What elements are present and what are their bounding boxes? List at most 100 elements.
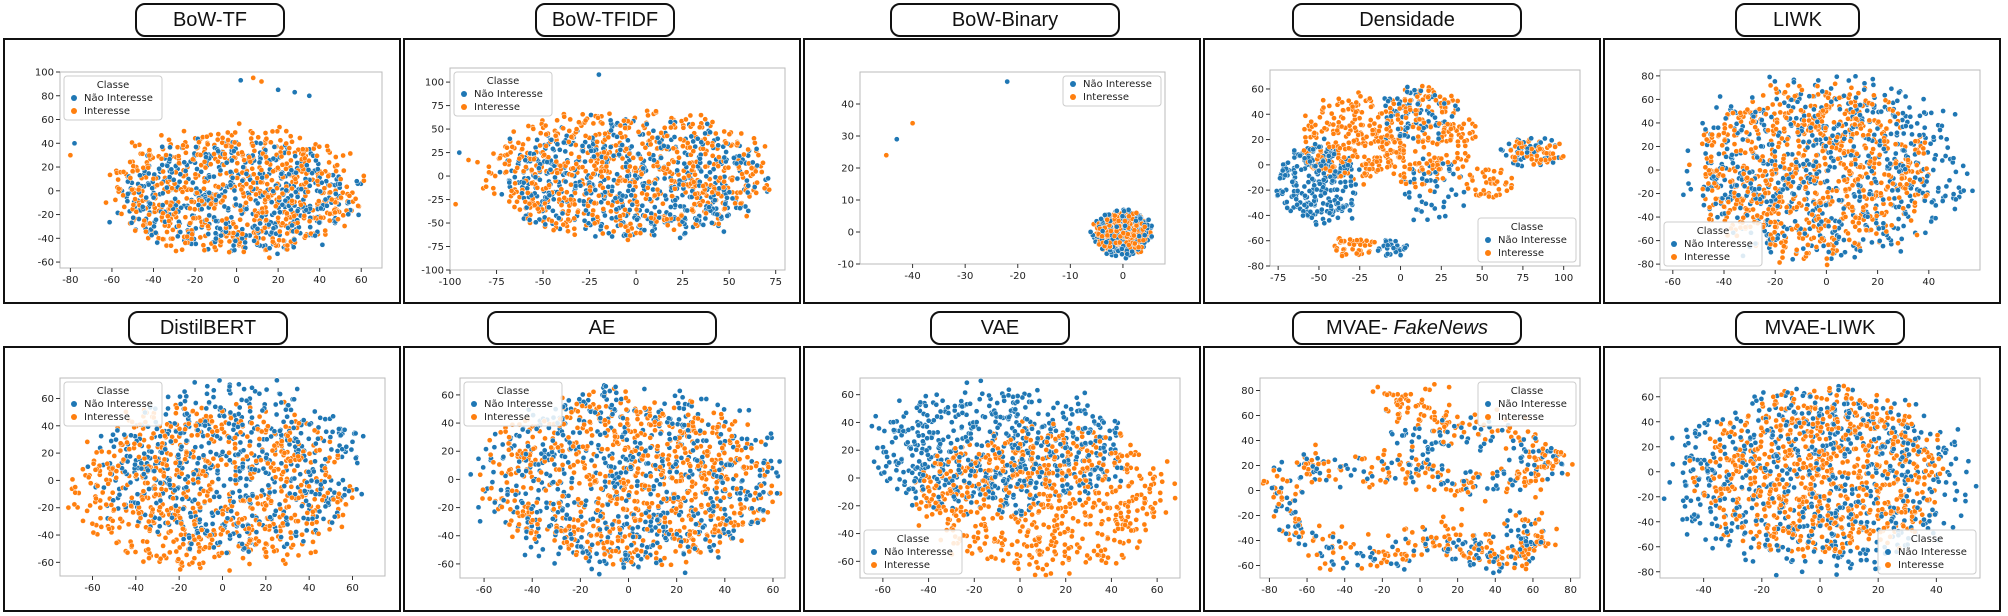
point-interesse: [139, 150, 146, 157]
point-nao-interesse: [151, 223, 157, 230]
point-nao-interesse: [1428, 202, 1435, 208]
y-tick-label: -40: [38, 234, 54, 245]
point-nao-interesse: [893, 136, 900, 143]
point-interesse: [492, 173, 499, 179]
point-interesse: [601, 149, 607, 156]
point-nao-interesse: [125, 191, 131, 197]
point-interesse: [627, 232, 634, 239]
point-interesse: [1366, 95, 1373, 102]
point-nao-interesse: [216, 193, 222, 199]
point-nao-interesse: [1680, 191, 1687, 198]
point-interesse: [1855, 90, 1862, 96]
point-interesse: [671, 226, 677, 233]
point-nao-interesse: [314, 166, 321, 172]
y-tick-label: -100: [421, 266, 444, 277]
point-nao-interesse: [1842, 249, 1848, 256]
point-nao-interesse: [243, 206, 250, 212]
point-interesse: [1445, 159, 1451, 166]
y-tick-label: 60: [1641, 95, 1654, 106]
point-interesse: [556, 196, 563, 203]
point-interesse: [697, 202, 704, 208]
point-interesse: [1390, 100, 1397, 107]
point-interesse: [150, 175, 157, 182]
point-interesse: [1412, 107, 1419, 114]
point-interesse: [634, 199, 640, 205]
point-nao-interesse: [546, 192, 553, 199]
point-nao-interesse: [507, 135, 513, 142]
point-nao-interesse: [1326, 210, 1333, 216]
point-interesse: [1474, 165, 1481, 172]
y-tick-label: -10: [838, 260, 854, 271]
point-interesse: [1772, 242, 1779, 248]
panel-frame: -100 -75 -50 -25 0 25 50 75 -100 -75 -50 -25 0 25 50 75…: [403, 38, 801, 304]
point-interesse: [490, 185, 497, 192]
point-interesse: [208, 201, 214, 208]
point-interesse: [1777, 109, 1784, 116]
point-nao-interesse: [523, 204, 530, 211]
point-interesse: [1786, 166, 1793, 172]
point-interesse: [1848, 84, 1855, 91]
point-nao-interesse: [176, 178, 183, 185]
point-interesse: [642, 144, 649, 151]
y-tick-label: 100: [425, 78, 444, 89]
point-nao-interesse: [651, 157, 657, 164]
point-interesse: [1375, 114, 1382, 121]
point-nao-interesse: [312, 232, 318, 239]
point-interesse: [1508, 185, 1515, 191]
point-interesse: [202, 164, 209, 171]
y-tick-label: 20: [1251, 135, 1264, 146]
point-interesse: [274, 185, 280, 192]
point-interesse: [585, 203, 591, 209]
point-interesse: [220, 181, 226, 188]
point-nao-interesse: [550, 196, 557, 203]
point-nao-interesse: [1119, 213, 1126, 220]
point-interesse: [1876, 152, 1883, 158]
point-nao-interesse: [644, 207, 650, 214]
point-nao-interesse: [1872, 178, 1879, 185]
point-interesse: [623, 146, 630, 152]
point-interesse: [531, 156, 537, 163]
point-interesse: [1699, 186, 1706, 192]
point-nao-interesse: [257, 220, 263, 227]
point-interesse: [525, 136, 532, 142]
point-nao-interesse: [166, 174, 173, 180]
point-nao-interesse: [1801, 112, 1808, 119]
x-tick-label: 0: [1397, 273, 1403, 284]
point-interesse: [1337, 145, 1343, 152]
point-nao-interesse: [159, 190, 166, 197]
point-nao-interesse: [737, 205, 743, 212]
point-interesse: [1357, 241, 1364, 248]
point-interesse: [1496, 186, 1502, 193]
point-interesse: [1111, 233, 1118, 239]
point-nao-interesse: [614, 171, 620, 178]
point-interesse: [515, 139, 522, 146]
point-nao-interesse: [1352, 181, 1359, 188]
point-interesse: [333, 168, 339, 174]
y-tick-label: 80: [41, 91, 54, 102]
point-interesse: [1363, 161, 1369, 168]
point-interesse: [1426, 151, 1432, 158]
point-interesse: [1436, 166, 1442, 173]
point-interesse: [610, 228, 617, 235]
legend-marker: [1485, 237, 1491, 243]
point-interesse: [1402, 97, 1408, 104]
point-nao-interesse: [641, 227, 648, 233]
point-interesse: [1371, 120, 1378, 127]
point-nao-interesse: [661, 175, 668, 182]
point-nao-interesse: [545, 204, 552, 211]
point-interesse: [503, 169, 510, 175]
point-interesse: [1126, 213, 1132, 220]
point-nao-interesse: [1900, 130, 1907, 137]
point-interesse: [737, 200, 744, 207]
point-interesse: [326, 217, 333, 224]
point-interesse: [509, 144, 516, 150]
point-interesse: [1779, 254, 1786, 261]
point-interesse: [239, 149, 245, 156]
point-interesse: [266, 254, 273, 261]
x-tick-label: 75: [769, 277, 782, 288]
point-nao-interesse: [1318, 162, 1325, 169]
y-tick-label: -80: [1638, 260, 1654, 271]
x-tick-label: -50: [535, 277, 551, 288]
point-nao-interesse: [1401, 132, 1408, 139]
point-nao-interesse: [1889, 187, 1896, 194]
